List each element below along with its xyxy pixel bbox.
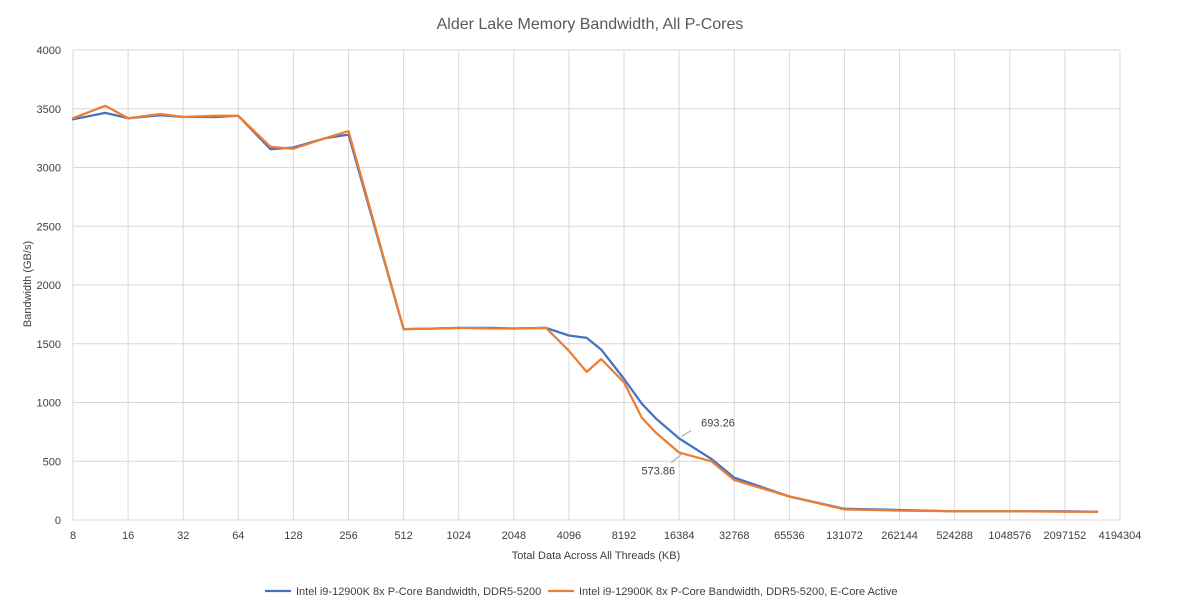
y-tick-label: 3000 <box>37 163 61 175</box>
y-tick-label: 4000 <box>37 45 61 57</box>
x-tick-label: 1024 <box>446 530 470 542</box>
legend: Intel i9-12900K 8x P-Core Bandwidth, DDR… <box>265 586 898 598</box>
y-axis-ticks: 0 500 1000 1500 2000 2500 3000 3500 4000 <box>37 45 61 527</box>
y-tick-label: 1000 <box>37 398 61 410</box>
x-tick-label: 16384 <box>664 530 695 542</box>
x-tick-label: 65536 <box>774 530 805 542</box>
x-tick-label: 8 <box>70 530 76 542</box>
x-axis-ticks: 8 16 32 64 128 256 512 1024 2048 4096 8192 16384 327… <box>70 530 1141 542</box>
data-label: 573.86 <box>642 466 676 478</box>
x-tick-label: 2048 <box>502 530 526 542</box>
y-tick-label: 3500 <box>37 104 61 116</box>
x-axis-label: Total Data Across All Threads (KB) <box>512 550 681 562</box>
x-tick-label: 32 <box>177 530 189 542</box>
data-label: 693.26 <box>701 418 735 430</box>
y-tick-label: 2500 <box>37 221 61 233</box>
x-tick-label: 1048576 <box>988 530 1031 542</box>
x-tick-label: 32768 <box>719 530 750 542</box>
data-labels: 693.26 573.86 <box>642 418 735 478</box>
legend-label-1: Intel i9-12900K 8x P-Core Bandwidth, DDR… <box>296 586 541 598</box>
x-tick-label: 16 <box>122 530 134 542</box>
x-tick-label: 262144 <box>881 530 918 542</box>
series-line-1 <box>71 111 1099 513</box>
x-tick-label: 128 <box>284 530 302 542</box>
series-lines <box>71 104 1099 513</box>
y-tick-label: 0 <box>55 515 61 527</box>
x-tick-label: 512 <box>394 530 412 542</box>
chart-title: Alder Lake Memory Bandwidth, All P-Cores <box>437 16 744 33</box>
y-tick-label: 1500 <box>37 339 61 351</box>
x-tick-label: 524288 <box>936 530 973 542</box>
data-label-leader <box>680 430 692 437</box>
x-tick-label: 2097152 <box>1043 530 1086 542</box>
gridlines <box>72 49 1121 521</box>
x-tick-label: 131072 <box>826 530 863 542</box>
x-tick-label: 8192 <box>612 530 636 542</box>
x-tick-label: 64 <box>232 530 244 542</box>
x-tick-label: 4194304 <box>1099 530 1142 542</box>
series-line-2 <box>71 104 1099 513</box>
data-label-leader <box>670 454 682 463</box>
y-tick-label: 500 <box>43 456 61 468</box>
x-tick-label: 256 <box>339 530 357 542</box>
x-tick-label: 4096 <box>557 530 581 542</box>
y-axis-label: Bandwidth (GB/s) <box>22 241 34 327</box>
y-tick-label: 2000 <box>37 280 61 292</box>
legend-label-2: Intel i9-12900K 8x P-Core Bandwidth, DDR… <box>579 586 898 598</box>
